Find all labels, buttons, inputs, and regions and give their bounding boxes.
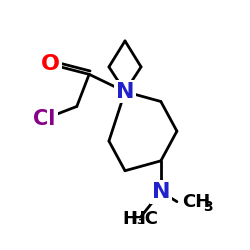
Text: 3: 3 (203, 200, 212, 213)
Text: H₃C: H₃C (122, 210, 158, 228)
Text: Cl: Cl (34, 109, 56, 129)
Text: O: O (41, 54, 60, 74)
Text: N: N (116, 82, 134, 102)
Text: CH: CH (182, 193, 210, 211)
Text: N: N (152, 182, 170, 202)
Text: H: H (130, 210, 145, 228)
